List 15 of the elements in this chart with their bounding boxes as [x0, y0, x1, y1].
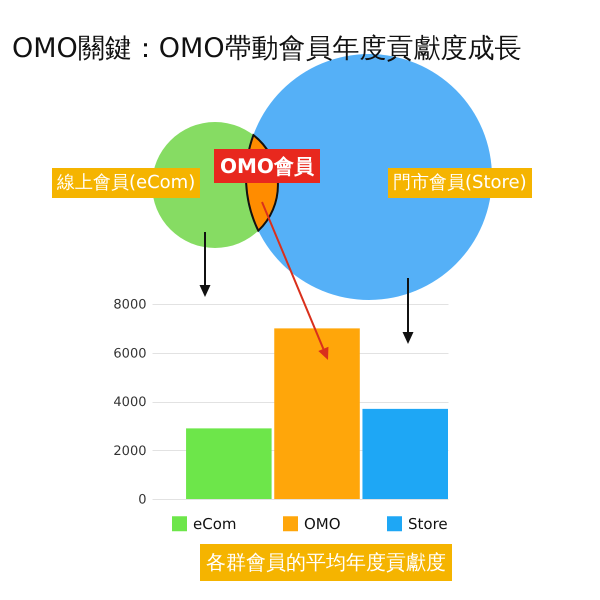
y-tick-label: 6000 — [113, 346, 146, 362]
legend-label: Store — [408, 514, 448, 533]
bar — [186, 428, 272, 499]
x-axis-title: 各群會員的平均年度貢獻度 — [200, 544, 452, 581]
text: 線上會員(eCom) — [52, 168, 200, 198]
legend-label: OMO — [304, 514, 341, 533]
bar — [274, 328, 360, 499]
y-tick-label: 2000 — [113, 444, 146, 459]
y-tick-label: 8000 — [113, 298, 146, 312]
legend-label: eCom — [193, 514, 236, 533]
y-tick-label: 0 — [138, 492, 146, 508]
text: OMO會員 — [214, 149, 320, 183]
bar — [362, 408, 448, 499]
y-tick-label: 4000 — [113, 395, 146, 410]
text: 門市會員(Store) — [388, 168, 532, 198]
